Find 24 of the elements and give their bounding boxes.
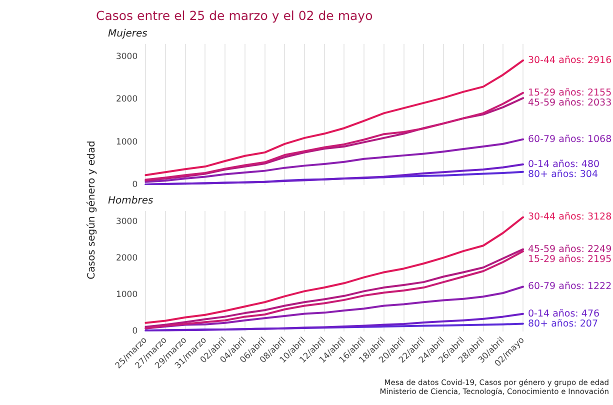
y-tick-label: 0 <box>132 180 138 190</box>
data-label: 80+ años: 207 <box>528 318 598 330</box>
chart-subtitle: Mujeres <box>108 28 148 40</box>
data-label: 45-59 años: 2033 <box>528 97 612 108</box>
y-tick-label: 0 <box>132 326 138 336</box>
data-label: 30-44 años: 3128 <box>528 212 612 223</box>
data-label: 80+ años: 304 <box>528 168 598 180</box>
y-tick-label: 1000 <box>116 290 138 300</box>
data-label: 60-79 años: 1222 <box>528 281 612 292</box>
chart-title: Casos entre el 25 de marzo y el 02 de mayo <box>96 8 373 23</box>
data-label: 0-14 años: 480 <box>528 158 600 170</box>
y-axis-title: Casos según género y edad <box>86 140 98 280</box>
y-tick-label: 2000 <box>116 254 138 264</box>
data-label: 15-29 años: 2155 <box>528 87 612 98</box>
data-label: 30-44 años: 2916 <box>528 54 612 66</box>
y-tick-label: 3000 <box>116 52 138 62</box>
y-tick-label: 2000 <box>116 94 138 105</box>
y-tick-label: 3000 <box>116 217 138 228</box>
data-label: 45-59 años: 2249 <box>528 244 612 255</box>
data-label: 15-29 años: 2195 <box>528 254 612 265</box>
data-label: 0-14 años: 476 <box>528 308 600 320</box>
data-label: 60-79 años: 1068 <box>528 134 612 145</box>
chart-subtitle: Hombres <box>108 196 154 207</box>
y-tick-label: 1000 <box>116 137 138 148</box>
